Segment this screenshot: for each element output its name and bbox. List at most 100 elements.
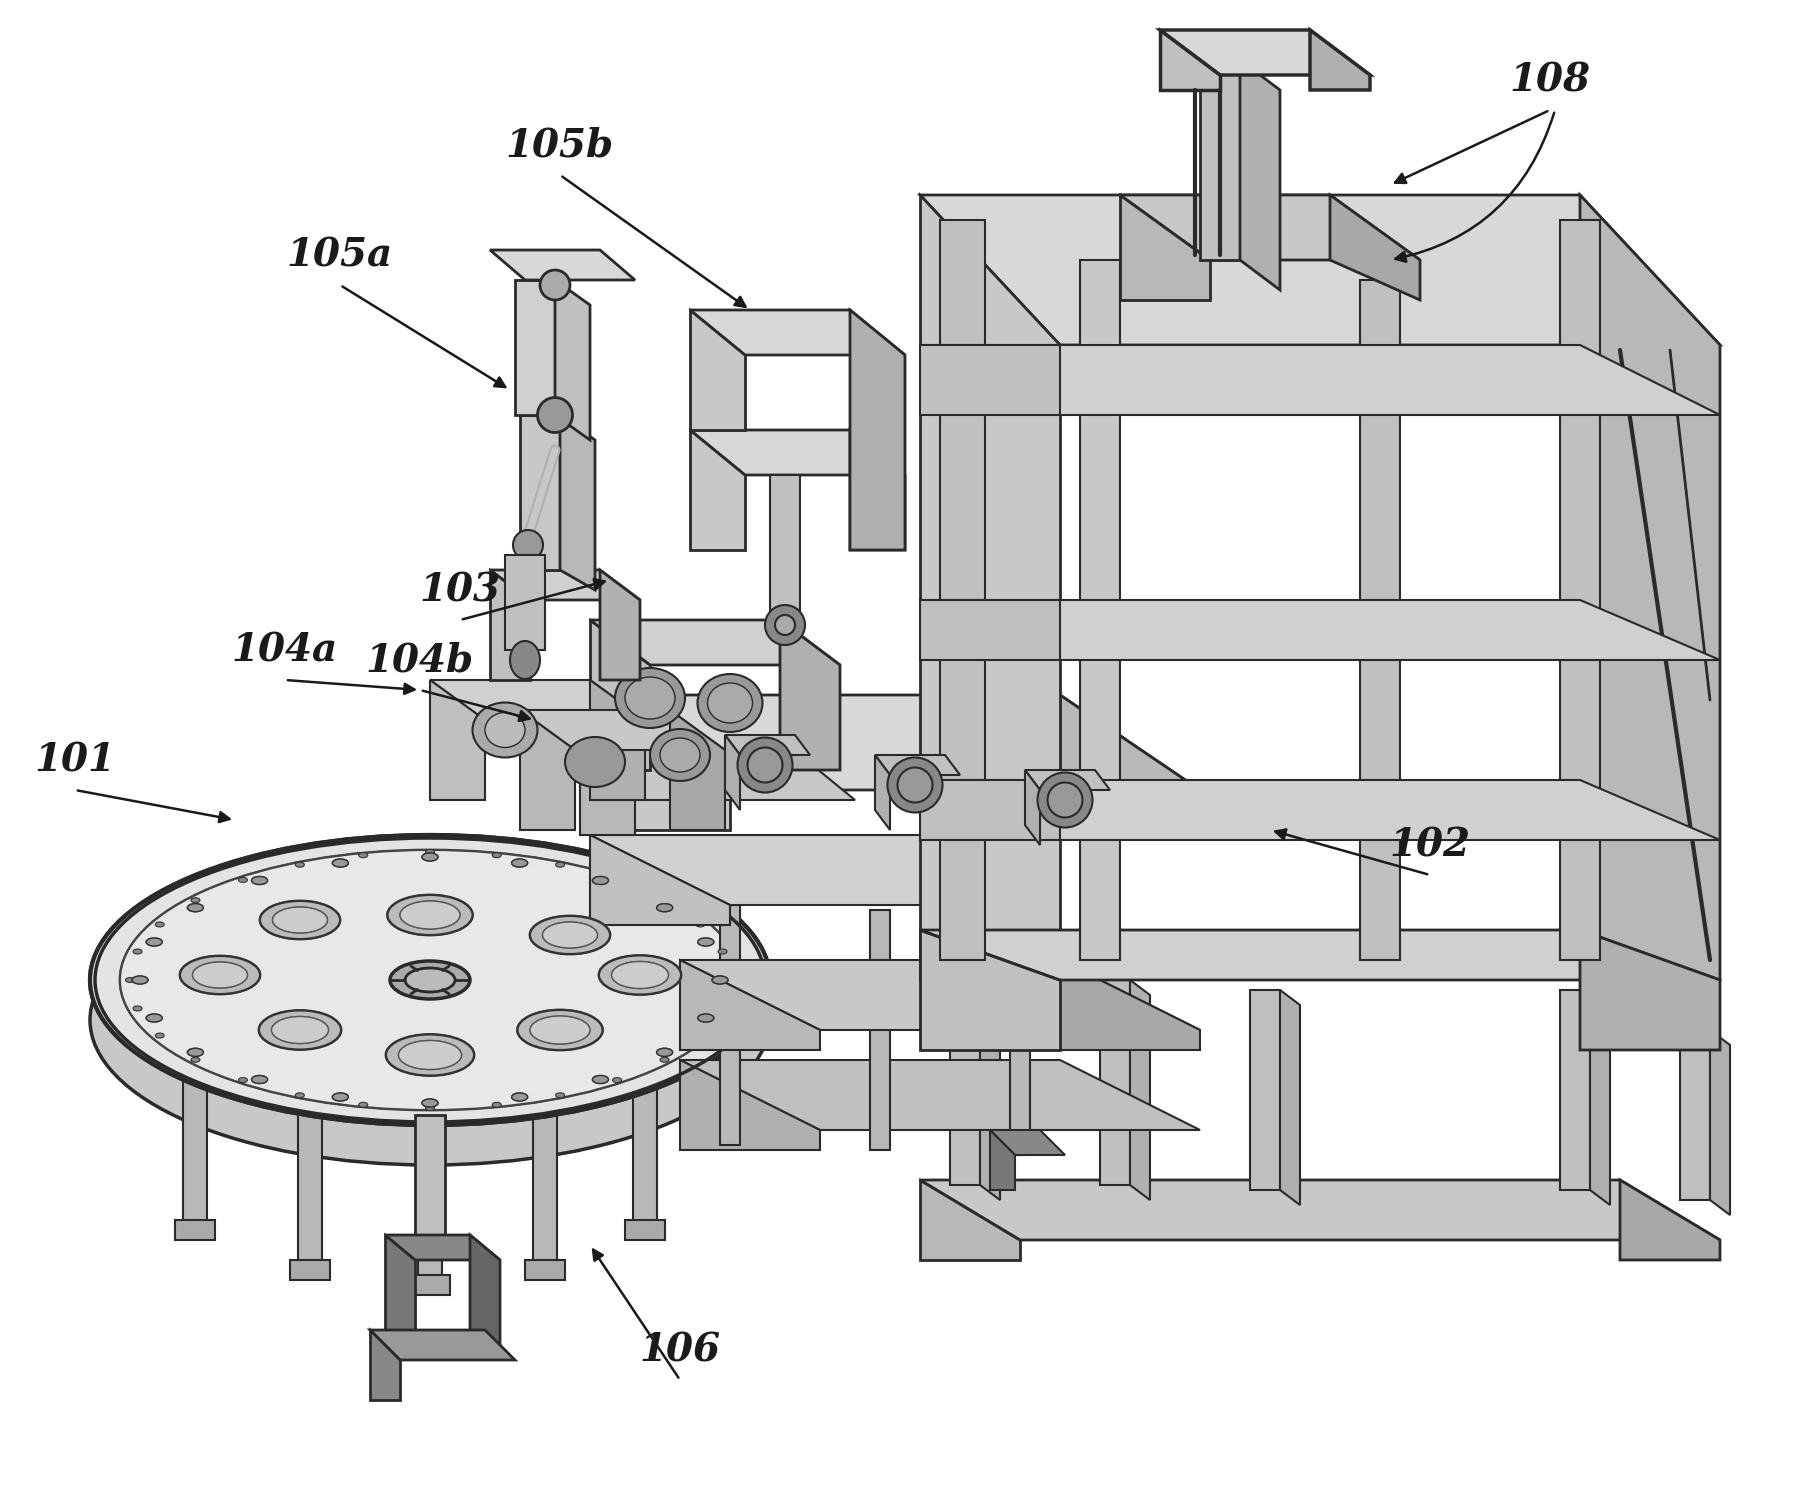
Ellipse shape xyxy=(272,1016,328,1043)
Polygon shape xyxy=(920,930,1720,980)
Ellipse shape xyxy=(708,683,753,722)
Ellipse shape xyxy=(147,1014,163,1022)
Text: 105a: 105a xyxy=(286,236,393,274)
Ellipse shape xyxy=(252,1076,268,1084)
Ellipse shape xyxy=(272,1016,328,1043)
Polygon shape xyxy=(590,620,840,665)
Ellipse shape xyxy=(388,895,473,935)
Ellipse shape xyxy=(898,768,933,802)
Polygon shape xyxy=(1681,1029,1710,1199)
Ellipse shape xyxy=(147,938,163,947)
Ellipse shape xyxy=(91,835,770,1126)
Polygon shape xyxy=(525,1260,565,1279)
Ellipse shape xyxy=(192,962,248,987)
Ellipse shape xyxy=(657,1049,672,1057)
Ellipse shape xyxy=(426,849,435,855)
Ellipse shape xyxy=(592,1076,608,1084)
Ellipse shape xyxy=(132,977,149,984)
Polygon shape xyxy=(724,734,810,756)
Ellipse shape xyxy=(272,908,328,933)
Ellipse shape xyxy=(400,901,460,929)
Ellipse shape xyxy=(697,938,714,947)
Ellipse shape xyxy=(132,977,149,984)
Polygon shape xyxy=(690,310,906,355)
Ellipse shape xyxy=(179,956,261,993)
Ellipse shape xyxy=(493,853,502,858)
Polygon shape xyxy=(520,710,576,829)
Ellipse shape xyxy=(295,862,304,867)
Polygon shape xyxy=(920,196,1059,980)
Ellipse shape xyxy=(712,977,728,984)
Ellipse shape xyxy=(717,950,726,954)
Ellipse shape xyxy=(513,859,527,867)
Polygon shape xyxy=(781,620,840,771)
Polygon shape xyxy=(1201,60,1241,260)
Polygon shape xyxy=(590,695,730,829)
Polygon shape xyxy=(1329,196,1420,299)
Polygon shape xyxy=(849,310,906,549)
Ellipse shape xyxy=(518,1010,603,1050)
Ellipse shape xyxy=(565,737,625,787)
Ellipse shape xyxy=(543,923,598,948)
Ellipse shape xyxy=(697,1014,714,1022)
Polygon shape xyxy=(599,570,639,680)
Ellipse shape xyxy=(179,956,261,993)
Ellipse shape xyxy=(556,862,565,867)
Ellipse shape xyxy=(592,876,608,885)
Ellipse shape xyxy=(261,901,340,939)
Polygon shape xyxy=(369,1330,514,1361)
Text: 105b: 105b xyxy=(505,126,614,164)
Text: 103: 103 xyxy=(420,570,500,610)
Polygon shape xyxy=(386,1236,500,1260)
Ellipse shape xyxy=(531,917,610,954)
Ellipse shape xyxy=(518,1010,603,1050)
Ellipse shape xyxy=(493,1102,502,1108)
Polygon shape xyxy=(176,1221,216,1240)
Polygon shape xyxy=(418,1115,442,1285)
Ellipse shape xyxy=(398,1040,462,1070)
Ellipse shape xyxy=(333,859,348,867)
Polygon shape xyxy=(980,980,1000,1199)
Polygon shape xyxy=(514,280,554,415)
Polygon shape xyxy=(415,1115,446,1251)
Ellipse shape xyxy=(295,1093,304,1097)
Ellipse shape xyxy=(612,962,668,989)
Ellipse shape xyxy=(333,1093,348,1102)
Ellipse shape xyxy=(386,1034,474,1076)
Ellipse shape xyxy=(538,397,572,432)
Ellipse shape xyxy=(252,1076,268,1084)
Polygon shape xyxy=(869,911,889,1150)
Polygon shape xyxy=(1579,930,1720,1050)
Polygon shape xyxy=(1280,990,1300,1206)
Ellipse shape xyxy=(333,1093,348,1102)
Ellipse shape xyxy=(659,897,668,903)
Ellipse shape xyxy=(612,962,668,989)
Polygon shape xyxy=(1161,30,1221,90)
Ellipse shape xyxy=(125,978,134,983)
Ellipse shape xyxy=(406,968,455,992)
Polygon shape xyxy=(590,835,1059,905)
Ellipse shape xyxy=(473,703,538,757)
Ellipse shape xyxy=(398,1040,462,1070)
Ellipse shape xyxy=(764,605,806,646)
Text: 106: 106 xyxy=(639,1330,721,1370)
Ellipse shape xyxy=(599,956,681,995)
Polygon shape xyxy=(369,1330,400,1400)
Polygon shape xyxy=(1079,260,1119,960)
Ellipse shape xyxy=(697,674,762,731)
Ellipse shape xyxy=(513,1093,527,1102)
Polygon shape xyxy=(920,930,1059,1050)
Polygon shape xyxy=(1309,30,1369,90)
Polygon shape xyxy=(951,980,980,1184)
Polygon shape xyxy=(940,220,985,960)
Polygon shape xyxy=(1241,60,1280,290)
Polygon shape xyxy=(491,570,531,680)
Ellipse shape xyxy=(91,835,770,1126)
Polygon shape xyxy=(429,680,645,719)
Polygon shape xyxy=(590,680,645,801)
Ellipse shape xyxy=(657,1049,672,1057)
Polygon shape xyxy=(1119,196,1210,299)
Ellipse shape xyxy=(592,1076,608,1084)
Ellipse shape xyxy=(531,1016,590,1044)
Ellipse shape xyxy=(259,1010,340,1049)
